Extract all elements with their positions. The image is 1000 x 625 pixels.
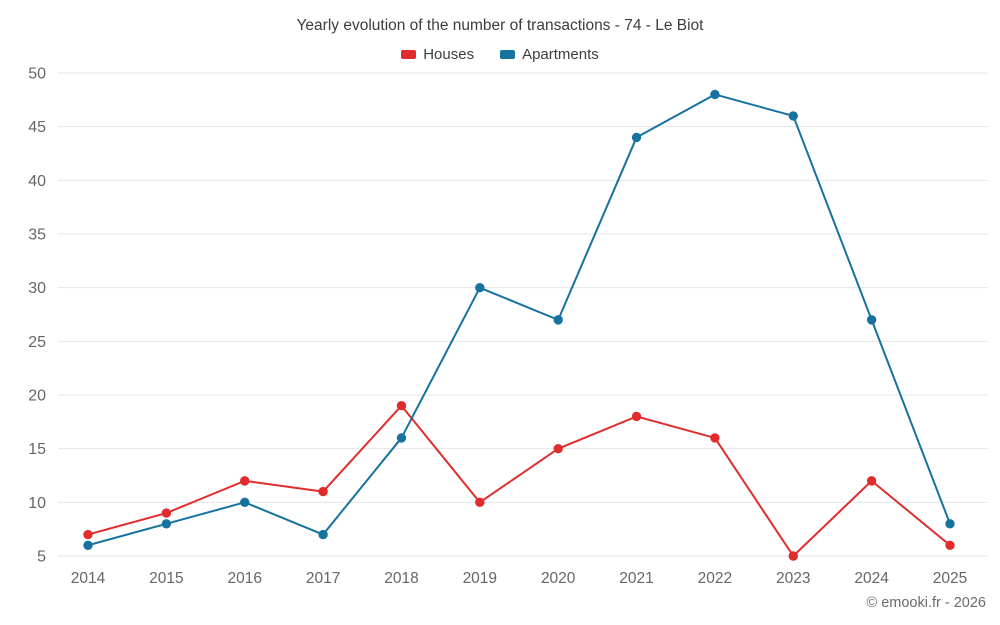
y-tick-label: 35 — [28, 227, 46, 244]
x-tick-label: 2024 — [854, 570, 889, 587]
series-line-apartments — [87, 93, 951, 547]
x-tick-label: 2014 — [71, 570, 106, 587]
chart-title: Yearly evolution of the number of transa… — [296, 17, 704, 34]
data-point-apartments — [475, 282, 485, 293]
y-tick-label: 50 — [28, 66, 46, 83]
data-point-houses — [475, 497, 485, 508]
data-point-apartments — [631, 132, 642, 143]
legend-label-apartments: Apartments — [522, 46, 599, 63]
data-point-apartments — [866, 315, 877, 325]
data-point-houses — [161, 508, 172, 518]
series-line-houses — [87, 404, 951, 557]
data-point-apartments — [83, 540, 93, 550]
y-tick-label: 5 — [37, 549, 46, 566]
x-tick-label: 2022 — [698, 570, 732, 587]
data-point-houses — [945, 540, 955, 550]
data-point-houses — [553, 443, 563, 454]
x-tick-label: 2015 — [149, 570, 183, 587]
data-point-houses — [710, 433, 720, 443]
x-tick-label: 2025 — [933, 570, 967, 587]
y-tick-label: 20 — [28, 388, 46, 405]
y-tick-label: 40 — [28, 173, 46, 190]
x-tick-label: 2023 — [776, 570, 810, 587]
data-point-apartments — [318, 529, 328, 540]
data-point-houses — [788, 551, 798, 561]
x-tick-label: 2016 — [227, 570, 261, 587]
x-tick-label: 2019 — [463, 570, 497, 587]
x-tick-label: 2017 — [306, 570, 340, 587]
y-tick-label: 15 — [28, 441, 46, 458]
data-point-apartments — [788, 111, 798, 121]
legend-item-apartments[interactable]: Apartments — [500, 46, 599, 63]
data-point-houses — [866, 476, 877, 486]
copyright-text: © emooki.fr - 2026 — [866, 595, 986, 611]
data-point-houses — [396, 401, 407, 411]
data-point-apartments — [240, 497, 250, 508]
legend-swatch-houses — [401, 50, 417, 59]
y-tick-label: 10 — [28, 495, 46, 512]
legend-label-houses: Houses — [423, 46, 475, 63]
x-tick-label: 2021 — [619, 570, 653, 587]
data-point-apartments — [161, 519, 172, 529]
y-tick-label: 45 — [28, 119, 46, 136]
legend-item-houses[interactable]: Houses — [401, 46, 474, 63]
data-point-houses — [318, 486, 328, 497]
data-point-houses — [83, 529, 93, 540]
legend-swatch-apartments — [500, 50, 516, 59]
data-point-apartments — [945, 519, 955, 529]
data-point-houses — [631, 411, 642, 422]
x-tick-label: 2018 — [384, 570, 418, 587]
y-tick-label: 30 — [28, 280, 46, 297]
x-tick-label: 2020 — [541, 570, 576, 587]
data-point-houses — [240, 476, 250, 486]
y-tick-label: 25 — [28, 334, 46, 351]
data-point-apartments — [553, 315, 563, 325]
data-point-apartments — [710, 89, 720, 100]
chart-legend: Houses Apartments — [0, 46, 1000, 63]
data-point-apartments — [396, 433, 407, 443]
